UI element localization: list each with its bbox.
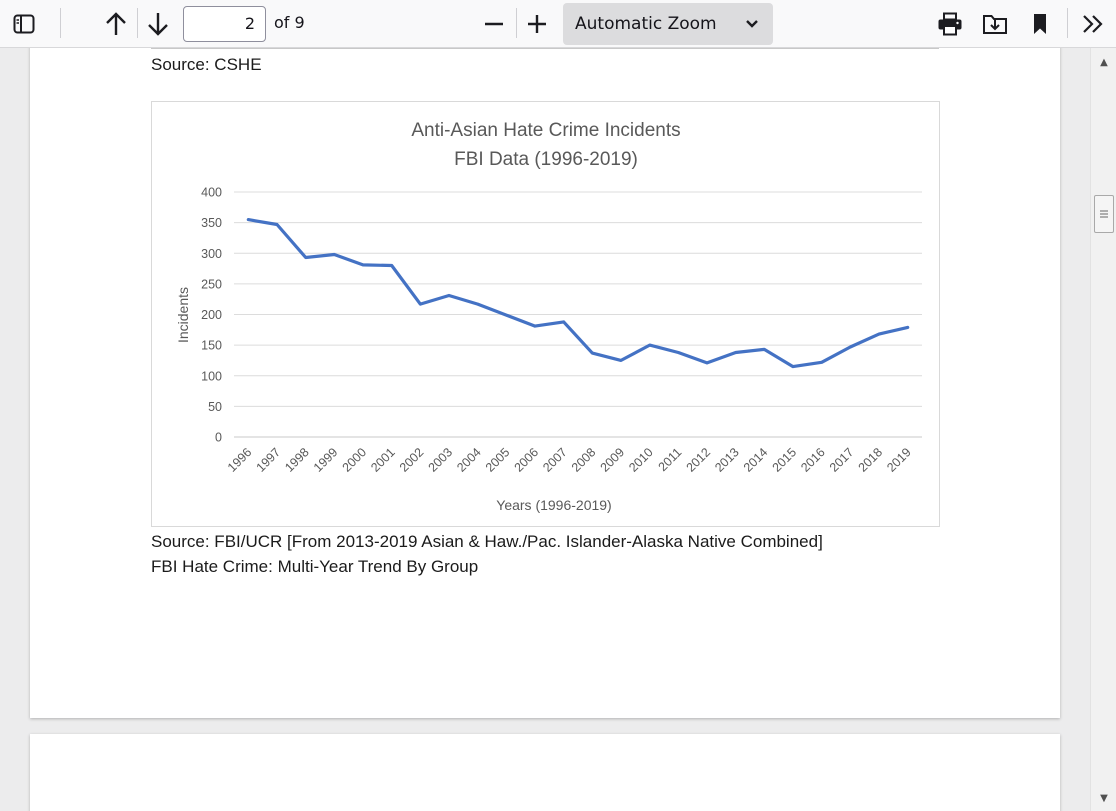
x-axis-title: Years (1996-2019) — [496, 497, 611, 513]
document-viewer[interactable]: Source: CSHE Anti-Asian Hate Crime Incid… — [0, 48, 1090, 811]
x-tick-label: 2003 — [426, 445, 456, 475]
zoom-select-value: Automatic Zoom — [575, 14, 717, 34]
series-line — [246, 217, 910, 369]
x-tick-label: 1996 — [225, 445, 255, 475]
chart-title: Anti-Asian Hate Crime Incidents — [411, 120, 680, 141]
x-tick-label: 1999 — [311, 445, 341, 475]
pdf-toolbar: 2 of 9 Automatic Zoom — [0, 0, 1116, 48]
x-tick-label: 1997 — [254, 445, 284, 475]
x-tick-label: 2009 — [598, 445, 628, 475]
next-page-icon — [148, 13, 168, 36]
x-tick-label: 2011 — [656, 445, 685, 474]
chevron-down-icon — [745, 3, 759, 61]
x-tick-label: 2002 — [397, 445, 427, 475]
x-tick-label: 2010 — [626, 445, 656, 475]
x-tick-label: 1998 — [282, 445, 312, 475]
x-tick-label: 2017 — [827, 445, 857, 475]
x-tick-label: 2019 — [884, 445, 914, 475]
vertical-scrollbar[interactable]: ▲ ▼ — [1090, 48, 1116, 811]
pdf-page-next — [30, 734, 1060, 811]
source-caption-trend: FBI Hate Crime: Multi-Year Trend By Grou… — [151, 557, 479, 576]
tools-menu-button[interactable] — [1076, 8, 1110, 40]
y-tick-label: 350 — [201, 216, 222, 230]
pdf-page: Source: CSHE Anti-Asian Hate Crime Incid… — [30, 48, 1060, 718]
y-axis-title: Incidents — [175, 287, 191, 343]
page-number-input[interactable]: 2 — [183, 6, 266, 42]
x-tick-label: 2018 — [856, 445, 886, 475]
zoom-out-button[interactable] — [478, 8, 510, 40]
x-tick-label: 2016 — [798, 445, 828, 475]
x-tick-label: 2013 — [712, 445, 742, 475]
x-tick-label: 2012 — [684, 445, 714, 475]
scroll-up-arrow[interactable]: ▲ — [1100, 56, 1108, 68]
page-count-label: of 9 — [274, 13, 305, 32]
x-tick-label: 2006 — [512, 445, 542, 475]
tools-menu-icon — [1083, 15, 1103, 33]
y-tick-label: 0 — [215, 431, 222, 445]
toolbar-separator — [1067, 8, 1068, 38]
x-tick-label: 2008 — [569, 445, 599, 475]
toolbar-separator — [516, 8, 517, 38]
x-tick-label: 2000 — [340, 445, 370, 475]
grip-icon — [1100, 210, 1108, 218]
previous-page-icon — [106, 12, 126, 35]
sidebar-toggle-icon — [13, 14, 35, 34]
source-caption-top: Source: CSHE — [151, 55, 262, 74]
bookmark-icon — [1034, 14, 1046, 34]
x-tick-label: 2001 — [368, 445, 398, 475]
print-icon — [938, 12, 962, 36]
next-page-button[interactable] — [142, 8, 174, 40]
x-tick-label: 2005 — [483, 445, 513, 475]
toolbar-separator — [60, 8, 61, 38]
line-chart: Anti-Asian Hate Crime Incidents FBI Data … — [151, 101, 940, 527]
toolbar-separator — [137, 8, 138, 38]
x-tick-label: 2004 — [454, 445, 484, 475]
table-bottom-border — [151, 48, 939, 49]
x-tick-label: 2014 — [741, 445, 771, 475]
y-tick-label: 150 — [201, 339, 222, 353]
save-icon — [983, 15, 1007, 34]
x-tick-label: 2015 — [770, 445, 800, 475]
y-tick-label: 250 — [201, 277, 222, 291]
chart-subtitle: FBI Data (1996-2019) — [454, 149, 638, 170]
print-button[interactable] — [934, 8, 966, 40]
y-tick-label: 200 — [201, 308, 222, 322]
source-caption-bottom: Source: FBI/UCR [From 2013-2019 Asian & … — [151, 532, 823, 551]
bookmark-button[interactable] — [1024, 8, 1056, 40]
scrollbar-thumb[interactable] — [1094, 195, 1114, 233]
zoom-in-icon — [528, 15, 546, 33]
zoom-select[interactable]: Automatic Zoom — [563, 3, 773, 45]
previous-page-button[interactable] — [100, 8, 132, 40]
chart-svg: Anti-Asian Hate Crime Incidents FBI Data … — [175, 120, 922, 513]
save-button[interactable] — [979, 8, 1011, 40]
y-tick-label: 50 — [208, 400, 222, 414]
sidebar-toggle-button[interactable] — [8, 10, 40, 38]
zoom-in-button[interactable] — [521, 8, 553, 40]
y-tick-label: 400 — [201, 186, 222, 200]
zoom-out-icon — [485, 22, 503, 26]
scroll-down-arrow[interactable]: ▼ — [1100, 792, 1108, 804]
y-tick-label: 300 — [201, 247, 222, 261]
x-tick-label: 2007 — [540, 445, 570, 475]
y-tick-label: 100 — [201, 369, 222, 383]
